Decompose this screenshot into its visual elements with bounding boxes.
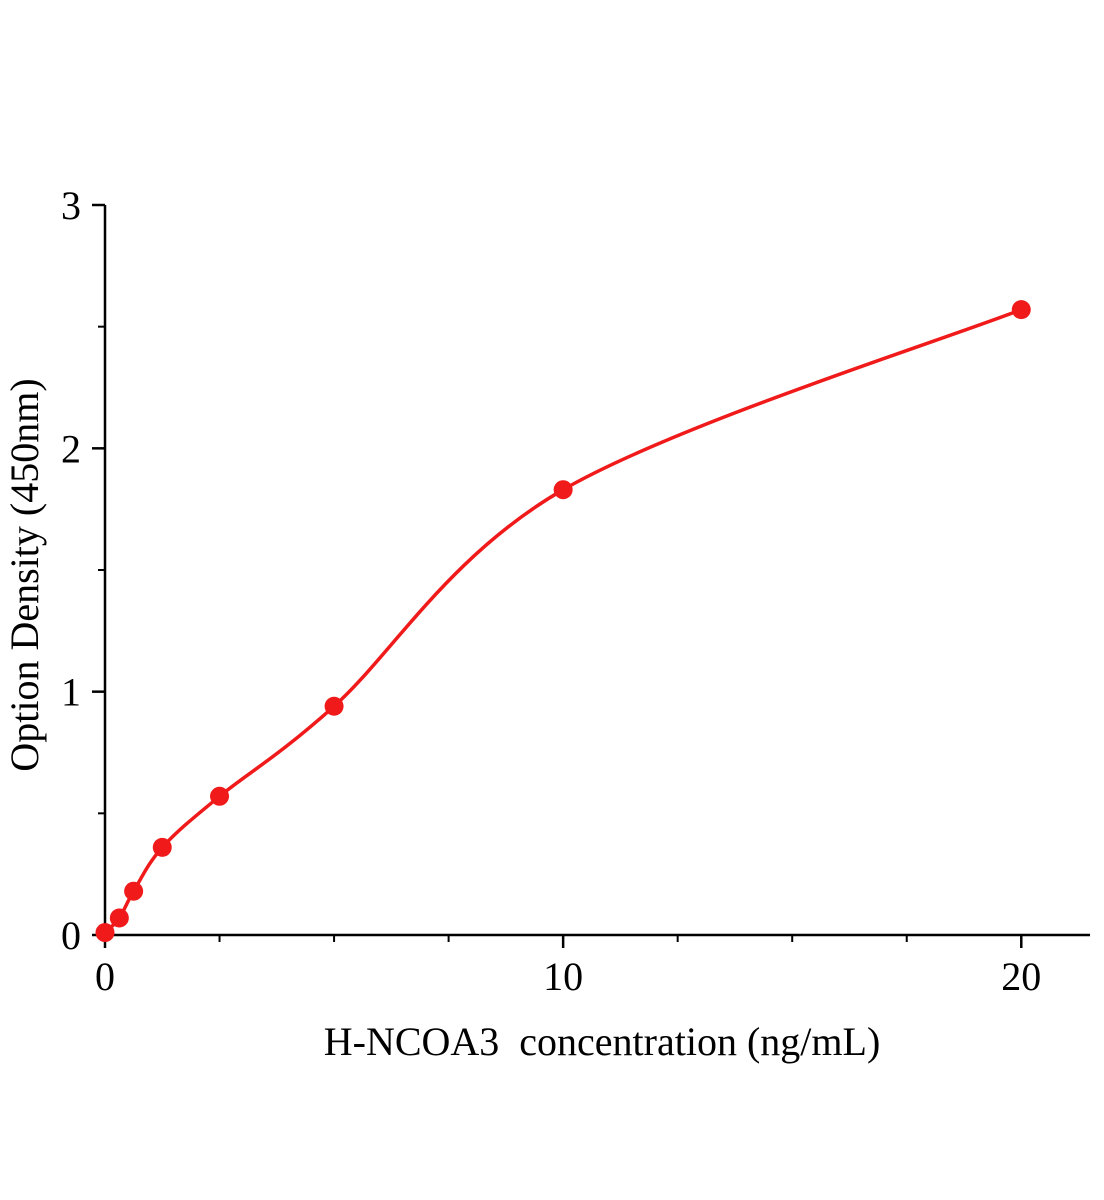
data-point (109, 908, 129, 928)
data-point (124, 881, 144, 901)
y-axis-title: Option Density (450nm) (2, 378, 47, 771)
x-tick-label: 10 (543, 954, 583, 999)
data-point (324, 696, 344, 716)
x-tick-label: 0 (95, 954, 115, 999)
x-tick-label: 20 (1001, 954, 1041, 999)
data-point (152, 837, 172, 857)
y-tick-label: 2 (61, 426, 81, 471)
y-tick-label: 3 (61, 183, 81, 228)
fit-curve (103, 307, 1024, 935)
data-point (95, 923, 115, 943)
y-tick-label: 0 (61, 913, 81, 958)
data-point (210, 786, 230, 806)
x-axis-title: H-NCOA3 concentration (ng/mL) (324, 1019, 881, 1064)
data-point (1011, 300, 1031, 320)
data-point (553, 480, 573, 500)
y-tick-label: 1 (61, 670, 81, 715)
